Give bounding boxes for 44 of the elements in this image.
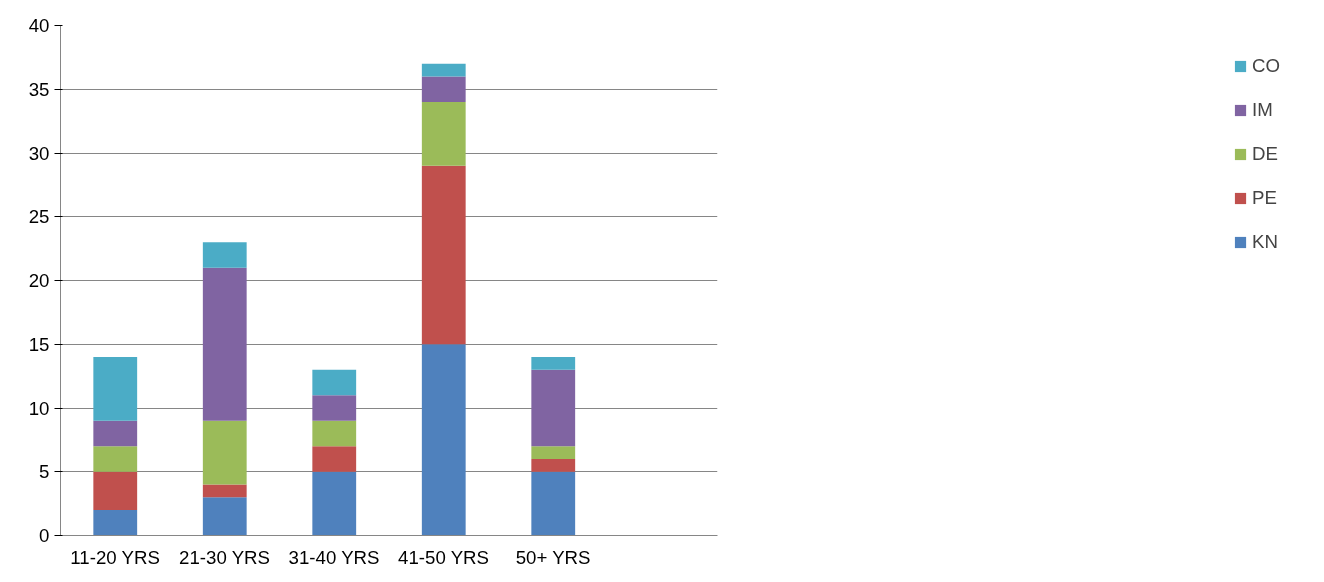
bar — [421, 102, 466, 166]
bar — [312, 471, 357, 536]
bar — [312, 395, 357, 421]
bar — [202, 242, 247, 268]
bar — [312, 420, 357, 447]
y-tick-label: 40 — [28, 15, 50, 36]
x-tick-label: 50+ YRS — [515, 546, 591, 568]
x-tick-label: 41-50 YRS — [398, 546, 490, 568]
bar — [421, 76, 466, 102]
y-tick-label: 30 — [28, 142, 50, 164]
legend-label: PE — [1252, 187, 1277, 209]
bar — [531, 357, 576, 370]
x-tick-label: 11-20 YRS — [70, 546, 160, 568]
bar — [93, 446, 138, 472]
bar — [531, 369, 576, 447]
bar — [312, 446, 357, 472]
y-tick-label: 25 — [28, 206, 50, 228]
legend-label: DE — [1252, 143, 1278, 165]
bar — [202, 497, 247, 536]
bar — [421, 165, 466, 345]
bar — [202, 484, 247, 498]
x-tick-label: 31-40 YRS — [288, 546, 380, 568]
y-tick-label: 35 — [28, 78, 50, 100]
bar — [93, 420, 138, 447]
bar — [421, 344, 466, 536]
bar — [202, 420, 247, 485]
bar — [93, 357, 138, 421]
bar — [531, 446, 576, 459]
bar — [531, 471, 576, 536]
bar — [93, 471, 138, 510]
y-tick-label: 15 — [28, 333, 50, 355]
bar — [531, 459, 576, 472]
bar — [202, 267, 247, 421]
legend-label: IM — [1252, 99, 1273, 121]
bar — [93, 510, 138, 536]
x-tick-label: 21-30 YRS — [179, 546, 271, 568]
y-tick-label: 20 — [28, 270, 50, 291]
y-tick-label: 10 — [28, 397, 50, 419]
bar — [312, 369, 357, 396]
legend-label: KN — [1252, 231, 1278, 253]
bar — [421, 63, 466, 77]
y-tick-label: 5 — [39, 461, 50, 483]
y-tick-label: 0 — [39, 525, 50, 546]
legend-label: CO — [1252, 55, 1280, 77]
